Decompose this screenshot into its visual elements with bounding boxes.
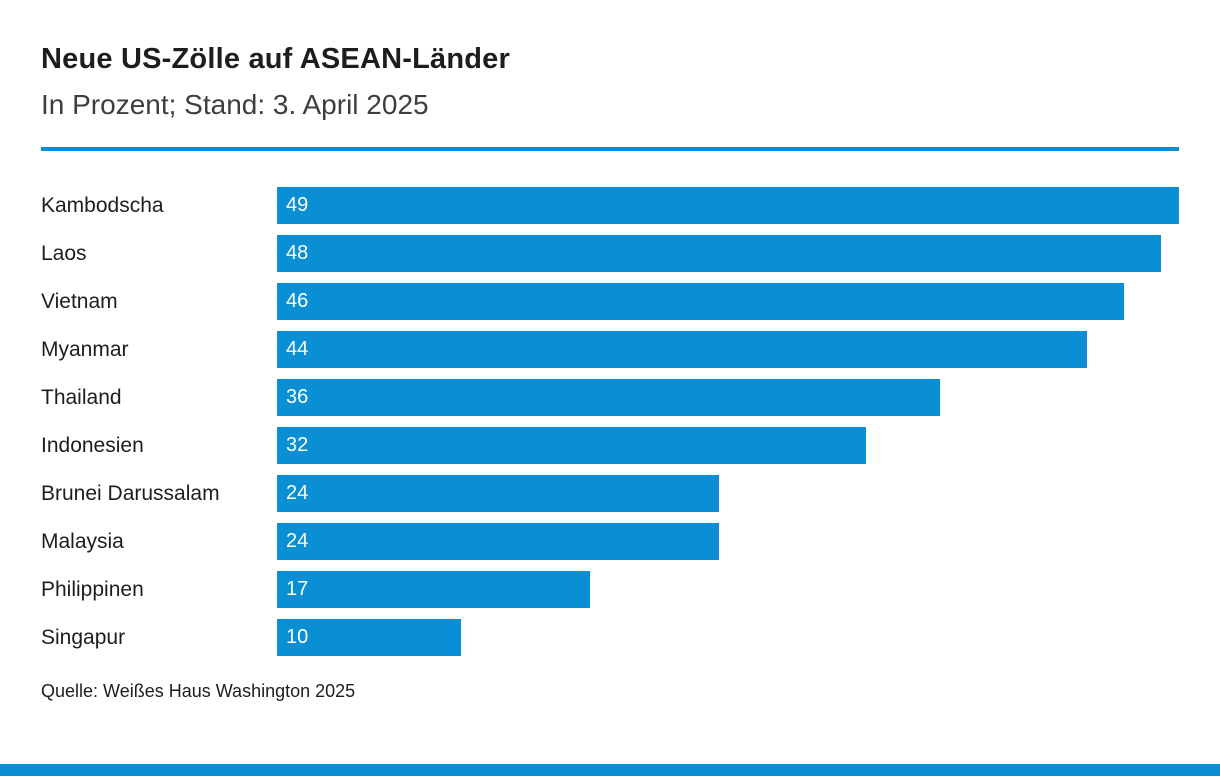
bar: 49 xyxy=(277,186,1179,224)
bar-track: 10 xyxy=(277,618,1179,656)
bar-track: 49 xyxy=(277,186,1179,224)
chart-row: Thailand 36 xyxy=(41,378,1179,416)
bar-track: 36 xyxy=(277,378,1179,416)
value-label: 46 xyxy=(286,290,309,313)
accent-divider-line xyxy=(41,146,1179,151)
chart-title: Neue US-Zölle auf ASEAN-Länder xyxy=(41,43,510,75)
bar-track: 24 xyxy=(277,474,1179,512)
bar: 36 xyxy=(277,378,940,416)
value-label: 17 xyxy=(286,578,309,601)
chart-row: Singapur 10 xyxy=(41,618,1179,656)
chart-row: Brunei Darussalam 24 xyxy=(41,474,1179,512)
bar-track: 46 xyxy=(277,282,1179,320)
chart-row: Malaysia 24 xyxy=(41,522,1179,560)
chart-row: Philippinen 17 xyxy=(41,570,1179,608)
value-label: 49 xyxy=(286,194,309,217)
bar: 24 xyxy=(277,474,719,512)
value-label: 44 xyxy=(286,338,309,361)
value-label: 24 xyxy=(286,530,309,553)
bar-track: 44 xyxy=(277,330,1179,368)
category-label: Myanmar xyxy=(41,337,129,361)
category-label: Vietnam xyxy=(41,289,118,313)
bar-track: 24 xyxy=(277,522,1179,560)
bar-track: 48 xyxy=(277,234,1179,272)
accent-bottom-bar xyxy=(0,764,1220,776)
chart-row: Laos 48 xyxy=(41,234,1179,272)
bar: 48 xyxy=(277,234,1161,272)
horizontal-bar-chart: Kambodscha 49 Laos 48 Vietnam 46 Myanmar… xyxy=(41,186,1179,656)
bar: 44 xyxy=(277,330,1087,368)
category-label: Singapur xyxy=(41,625,126,649)
bar: 17 xyxy=(277,570,590,608)
bar: 32 xyxy=(277,426,867,464)
bar-track: 32 xyxy=(277,426,1179,464)
chart-row: Myanmar 44 xyxy=(41,330,1179,368)
category-label: Thailand xyxy=(41,385,122,409)
category-label: Brunei Darussalam xyxy=(41,481,220,505)
chart-row: Indonesien 32 xyxy=(41,426,1179,464)
chart-row: Kambodscha 49 xyxy=(41,186,1179,224)
category-label: Philippinen xyxy=(41,577,144,601)
bar-track: 17 xyxy=(277,570,1179,608)
bar: 46 xyxy=(277,282,1124,320)
value-label: 36 xyxy=(286,386,309,409)
chart-header: Neue US-Zölle auf ASEAN-Länder In Prozen… xyxy=(41,44,1179,120)
category-label: Indonesien xyxy=(41,433,144,457)
value-label: 32 xyxy=(286,434,309,457)
chart-row: Vietnam 46 xyxy=(41,282,1179,320)
chart-subtitle: In Prozent; Stand: 3. April 2025 xyxy=(41,89,429,121)
bar: 24 xyxy=(277,522,719,560)
value-label: 24 xyxy=(286,482,309,505)
category-label: Laos xyxy=(41,241,87,265)
category-label: Kambodscha xyxy=(41,193,164,217)
value-label: 48 xyxy=(286,242,309,265)
value-label: 10 xyxy=(286,626,309,649)
source-note: Quelle: Weißes Haus Washington 2025 xyxy=(41,680,356,701)
bar: 10 xyxy=(277,618,462,656)
category-label: Malaysia xyxy=(41,529,124,553)
